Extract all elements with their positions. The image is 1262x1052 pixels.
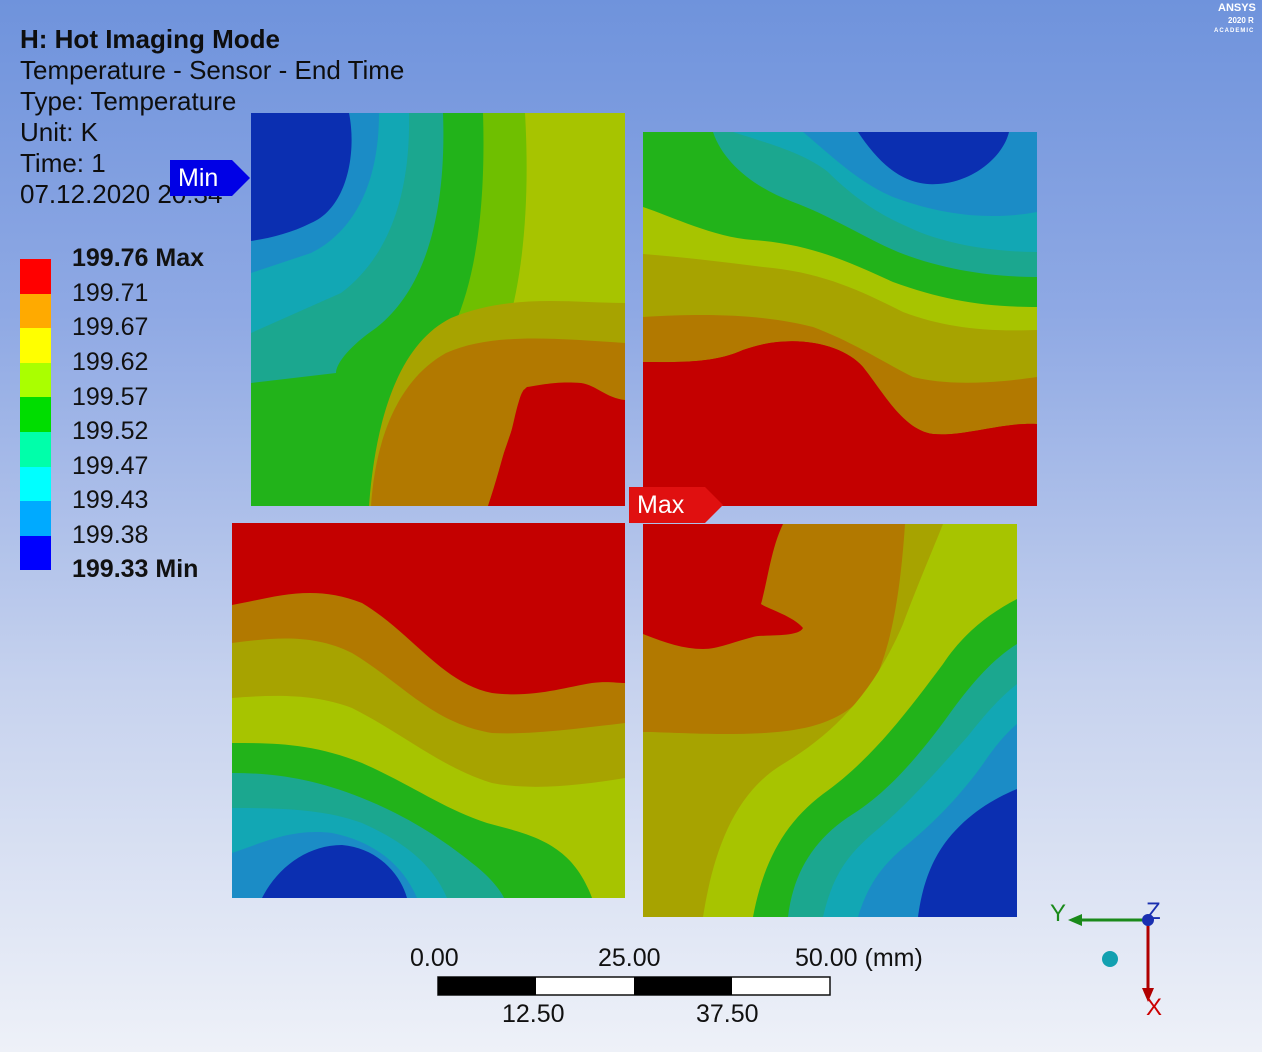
legend-swatch	[20, 397, 51, 432]
legend-label: 199.38	[72, 521, 149, 549]
legend-label-min: 199.33 Min	[72, 555, 199, 583]
axis-label-y: Y	[1050, 900, 1067, 927]
contour-panel-top-right[interactable]	[643, 132, 1037, 506]
contour-panel-top-left[interactable]	[251, 113, 625, 506]
legend-label-max: 199.76 Max	[72, 244, 205, 272]
contour-panel-bottom-left[interactable]	[232, 523, 625, 898]
result-line-1: Temperature - Sensor - End Time	[20, 55, 405, 85]
legend-swatch	[20, 328, 51, 363]
scale-bar-graphic	[437, 976, 831, 996]
legend-label: 199.57	[72, 383, 149, 411]
logo-version: 2020 R	[1228, 16, 1254, 25]
logo-brand: ANSYS	[1218, 2, 1256, 14]
max-marker[interactable]: Max	[629, 487, 723, 523]
min-marker-label: Min	[178, 164, 219, 192]
legend-swatch	[20, 293, 51, 329]
legend-label: 199.62	[72, 348, 149, 376]
axis-triad-graphic	[1068, 914, 1154, 1002]
axis-triad[interactable]: Y Z X	[1040, 890, 1180, 1030]
legend-label: 199.52	[72, 417, 149, 445]
legend-swatch	[20, 535, 51, 571]
scale-label-unit: 50.00 (mm)	[795, 944, 923, 972]
logo: ANSYS 2020 R ACADEMIC	[1214, 2, 1262, 42]
contour-panel-bottom-right[interactable]	[643, 524, 1017, 917]
legend-swatch	[20, 259, 51, 294]
legend-label: 199.47	[72, 452, 149, 480]
scale-label: 37.50	[696, 1000, 759, 1028]
legend-swatch	[20, 362, 51, 398]
max-marker-label: Max	[637, 491, 685, 519]
max-marker-arrow	[629, 487, 723, 523]
scale-bar: 0.00 25.00 50.00 (mm) 12.50 37.50	[410, 944, 950, 1034]
legend-label: 199.67	[72, 313, 149, 341]
axis-label-x: X	[1146, 994, 1163, 1021]
scale-label: 0.00	[410, 944, 459, 972]
legend-label: 199.43	[72, 486, 149, 514]
min-marker-arrow	[170, 160, 250, 196]
scale-label: 12.50	[502, 1000, 565, 1028]
axis-label-z: Z	[1146, 898, 1161, 925]
result-line-3: Unit: K	[20, 117, 99, 147]
legend-label: 199.71	[72, 279, 149, 307]
result-line-2: Type: Temperature	[20, 86, 237, 116]
legend-swatch	[20, 432, 51, 467]
legend-swatch	[20, 501, 51, 536]
result-title: H: Hot Imaging Mode	[20, 24, 280, 54]
logo-edition: ACADEMIC	[1214, 28, 1255, 34]
scale-label: 25.00	[598, 944, 661, 972]
result-line-4: Time: 1	[20, 148, 106, 178]
legend-swatch	[20, 466, 51, 502]
min-marker[interactable]: Min	[170, 160, 250, 196]
